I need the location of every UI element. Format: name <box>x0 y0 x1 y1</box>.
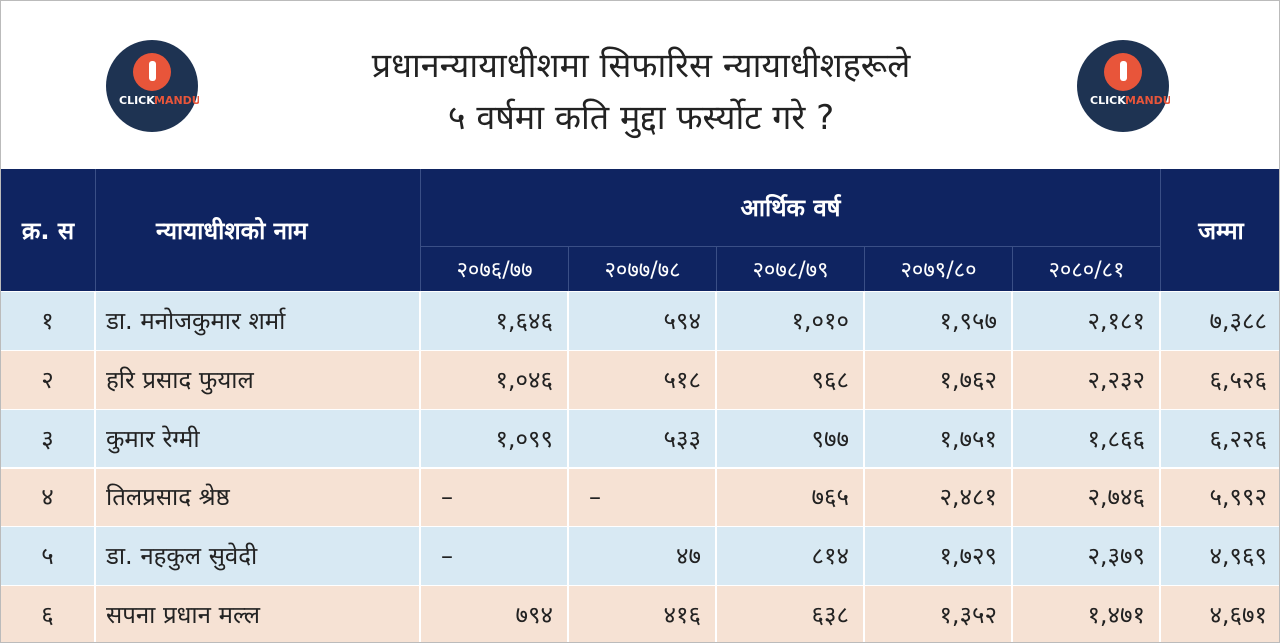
column-header: जम्मा <box>1198 216 1244 245</box>
case-count: – <box>421 526 569 586</box>
case-count: ४,९६९ <box>1209 542 1267 571</box>
logo-text: MANDU <box>1125 94 1170 107</box>
case-count: ६,५२६ <box>1209 365 1267 394</box>
serial: ६ <box>1 585 96 642</box>
case-count: – <box>421 467 569 527</box>
title-line: ५ वर्षमा कति मुद्दा फर्स्योट गरे ? <box>447 98 835 138</box>
logo: CLICK MANDU <box>106 40 199 132</box>
row-bg <box>1 349 1279 409</box>
case-count: २,७४६ <box>1013 467 1161 527</box>
case-count: ७६५ <box>717 467 865 527</box>
case-count: २,२३२ <box>1013 349 1161 409</box>
column-header: न्यायाधीशको नाम <box>96 169 421 291</box>
serial: २ <box>1 349 96 409</box>
case-count: १,३५२ <box>865 585 1013 642</box>
judge-name: सपना प्रधान मल्ल <box>96 585 421 642</box>
case-count: ८१४ <box>717 526 865 586</box>
column-header: २०७८/७९ <box>717 246 865 291</box>
case-count: १,९५७ <box>865 291 1013 350</box>
case-count: १,०४६ <box>421 349 569 409</box>
logo: CLICK MANDU <box>1077 40 1170 132</box>
serial: ४ <box>1 467 96 527</box>
row-bg <box>1 526 1279 586</box>
title-line: प्रधानन्यायाधीशमा सिफारिस न्यायाधीशहरूले <box>371 46 911 86</box>
case-count: १,७६२ <box>865 349 1013 409</box>
header-bg <box>1 169 1279 291</box>
serial: ५ <box>1 526 96 586</box>
case-count: १,०१० <box>717 291 865 350</box>
judge-name: तिलप्रसाद श्रेष्ठ <box>96 467 421 527</box>
case-count: १,६४६ <box>421 291 569 350</box>
logo-text: CLICK <box>1090 94 1126 107</box>
case-count: ४१६ <box>569 585 717 642</box>
case-count: १,८६६ <box>1013 408 1161 468</box>
case-count: ५३३ <box>569 408 717 468</box>
column-header: २०८०/८१ <box>1013 246 1161 291</box>
case-count: ९७७ <box>717 408 865 468</box>
case-count: ४७ <box>569 526 717 586</box>
column-header: क्र. स <box>1 169 96 291</box>
column-header: २०७६/७७ <box>421 246 569 291</box>
column-header: २०७७/७८ <box>569 246 717 291</box>
case-count: ६३८ <box>717 585 865 642</box>
case-count: २,१८१ <box>1013 291 1161 350</box>
case-count: ६,२२६ <box>1209 424 1267 453</box>
case-count: ५९४ <box>569 291 717 350</box>
row-bg <box>1 585 1279 642</box>
case-count: ५१८ <box>569 349 717 409</box>
judge-name: कुमार रेग्मी <box>96 408 421 468</box>
case-count: १,७२९ <box>865 526 1013 586</box>
logo-text: MANDU <box>154 94 199 107</box>
case-count: २,४८१ <box>865 467 1013 527</box>
column-header: आर्थिक वर्ष <box>421 169 1161 246</box>
judge-name: हरि प्रसाद फुयाल <box>96 349 421 409</box>
case-count: १,०९९ <box>421 408 569 468</box>
serial: १ <box>1 291 96 350</box>
case-count: – <box>569 467 717 527</box>
case-count: १,४७१ <box>1013 585 1161 642</box>
row-bg <box>1 291 1279 350</box>
case-count: ७९४ <box>421 585 569 642</box>
row-bg <box>1 408 1279 468</box>
serial: ३ <box>1 408 96 468</box>
column-header: २०७९/८० <box>865 246 1013 291</box>
case-count: १,७५१ <box>865 408 1013 468</box>
judge-name: डा. नहकुल सुवेदी <box>96 526 421 586</box>
logo-text: CLICK <box>119 94 155 107</box>
row-bg <box>1 467 1279 527</box>
case-count: ५,९९२ <box>1209 483 1267 512</box>
case-count: २,३७९ <box>1013 526 1161 586</box>
case-count: ७,३८८ <box>1209 306 1267 335</box>
case-count: ९६८ <box>717 349 865 409</box>
judge-name: डा. मनोजकुमार शर्मा <box>96 291 421 350</box>
case-count: ४,६७१ <box>1209 601 1267 630</box>
